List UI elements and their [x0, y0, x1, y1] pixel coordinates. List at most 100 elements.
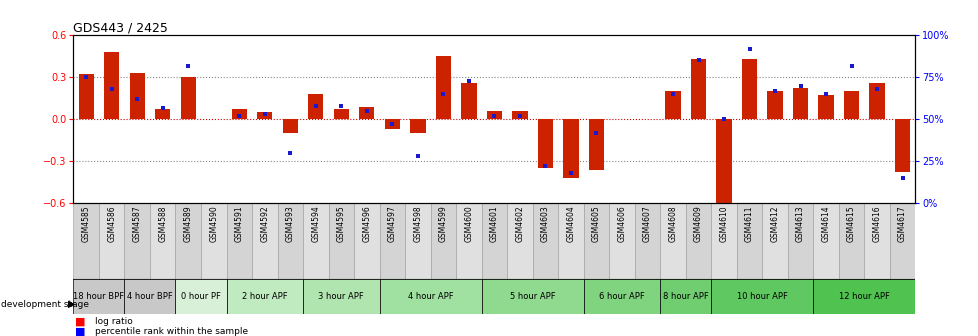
Bar: [73, 203, 99, 279]
Text: GSM4611: GSM4611: [744, 206, 753, 242]
Text: GSM4602: GSM4602: [514, 206, 524, 242]
Bar: [659, 279, 711, 314]
Bar: [124, 203, 150, 279]
Text: GSM4606: GSM4606: [617, 206, 626, 242]
Bar: [507, 203, 532, 279]
Text: GSM4617: GSM4617: [897, 206, 907, 242]
Bar: [150, 203, 175, 279]
Bar: [180, 77, 196, 119]
Bar: [461, 83, 476, 119]
Bar: [277, 203, 303, 279]
Text: GSM4610: GSM4610: [719, 206, 728, 242]
Bar: [329, 203, 354, 279]
Text: GSM4612: GSM4612: [770, 206, 778, 242]
Bar: [303, 203, 329, 279]
Text: GSM4613: GSM4613: [795, 206, 804, 242]
Bar: [868, 83, 884, 119]
Text: ■: ■: [75, 327, 86, 336]
Text: GSM4597: GSM4597: [387, 206, 396, 242]
Text: GSM4589: GSM4589: [184, 206, 193, 242]
Bar: [283, 119, 297, 133]
Bar: [486, 111, 502, 119]
Text: GSM4605: GSM4605: [592, 206, 600, 242]
Bar: [175, 203, 200, 279]
Bar: [583, 279, 659, 314]
Bar: [818, 95, 833, 119]
Bar: [430, 203, 456, 279]
Bar: [792, 88, 808, 119]
Bar: [226, 279, 303, 314]
Text: GSM4587: GSM4587: [133, 206, 142, 242]
Bar: [257, 112, 272, 119]
Bar: [410, 119, 425, 133]
Text: GSM4599: GSM4599: [438, 206, 447, 242]
Bar: [435, 56, 451, 119]
Bar: [384, 119, 400, 129]
Text: GSM4604: GSM4604: [566, 206, 575, 242]
Bar: [532, 203, 557, 279]
Text: GSM4608: GSM4608: [668, 206, 677, 242]
Text: GDS443 / 2425: GDS443 / 2425: [73, 21, 168, 34]
Text: GSM4603: GSM4603: [541, 206, 550, 242]
Text: development stage: development stage: [1, 300, 89, 308]
Bar: [124, 279, 175, 314]
Text: ■: ■: [75, 317, 86, 327]
Bar: [838, 203, 864, 279]
Bar: [379, 203, 405, 279]
Text: 6 hour APF: 6 hour APF: [599, 292, 645, 301]
Bar: [481, 203, 507, 279]
Bar: [104, 52, 119, 119]
Text: 8 hour APF: 8 hour APF: [662, 292, 708, 301]
Text: GSM4590: GSM4590: [209, 206, 218, 242]
Text: GSM4615: GSM4615: [846, 206, 855, 242]
Text: GSM4614: GSM4614: [821, 206, 829, 242]
Bar: [557, 203, 583, 279]
Bar: [200, 203, 226, 279]
Text: GSM4593: GSM4593: [286, 206, 294, 242]
Text: 18 hour BPF: 18 hour BPF: [73, 292, 124, 301]
Text: GSM4586: GSM4586: [107, 206, 116, 242]
Bar: [456, 203, 481, 279]
Text: percentile rank within the sample: percentile rank within the sample: [95, 327, 247, 336]
Bar: [155, 110, 170, 119]
Bar: [665, 91, 680, 119]
Bar: [175, 279, 226, 314]
Text: 0 hour PF: 0 hour PF: [181, 292, 221, 301]
Bar: [511, 111, 527, 119]
Bar: [787, 203, 813, 279]
Bar: [226, 203, 251, 279]
Text: GSM4585: GSM4585: [81, 206, 91, 242]
Bar: [232, 110, 246, 119]
Text: 4 hour BPF: 4 hour BPF: [127, 292, 173, 301]
Text: 10 hour APF: 10 hour APF: [736, 292, 787, 301]
Text: 12 hour APF: 12 hour APF: [838, 292, 889, 301]
Bar: [78, 75, 94, 119]
Bar: [690, 59, 705, 119]
Text: GSM4594: GSM4594: [311, 206, 320, 242]
Bar: [864, 203, 889, 279]
Bar: [659, 203, 685, 279]
Bar: [608, 203, 634, 279]
Bar: [359, 107, 375, 119]
Text: ▶: ▶: [67, 299, 75, 309]
Bar: [481, 279, 583, 314]
Bar: [562, 119, 578, 178]
Text: GSM4616: GSM4616: [871, 206, 881, 242]
Bar: [303, 279, 379, 314]
Text: 2 hour APF: 2 hour APF: [242, 292, 288, 301]
Text: GSM4592: GSM4592: [260, 206, 269, 242]
Text: GSM4601: GSM4601: [489, 206, 499, 242]
Bar: [843, 91, 859, 119]
Bar: [129, 73, 145, 119]
Bar: [711, 279, 813, 314]
Bar: [762, 203, 787, 279]
Bar: [583, 203, 608, 279]
Text: GSM4607: GSM4607: [643, 206, 651, 242]
Text: 3 hour APF: 3 hour APF: [318, 292, 364, 301]
Text: GSM4595: GSM4595: [336, 206, 345, 242]
Bar: [634, 203, 659, 279]
Bar: [813, 279, 914, 314]
Text: 4 hour APF: 4 hour APF: [408, 292, 453, 301]
Text: GSM4596: GSM4596: [362, 206, 371, 242]
Bar: [251, 203, 277, 279]
